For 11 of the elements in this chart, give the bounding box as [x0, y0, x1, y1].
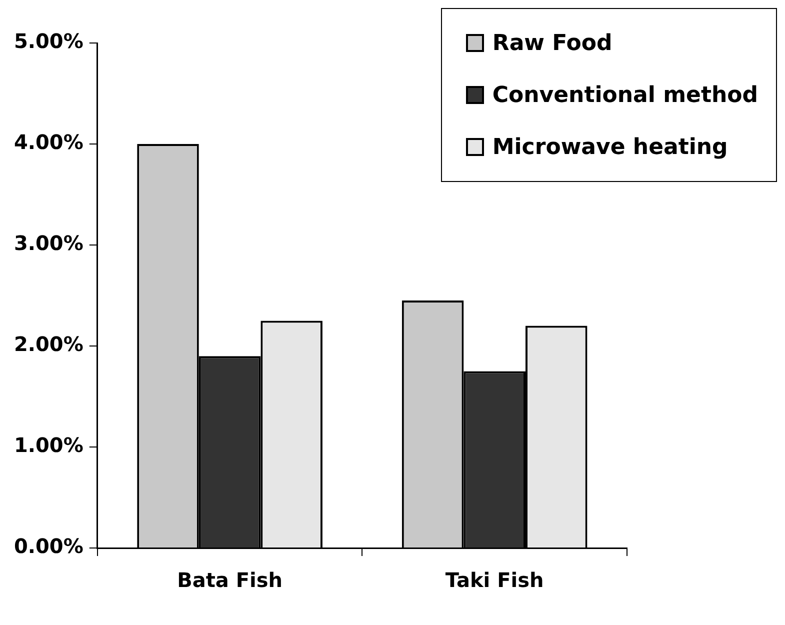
legend-label: Microwave heating — [492, 134, 728, 160]
y-tick-label: 0.00% — [14, 534, 84, 558]
y-tick-label: 4.00% — [14, 130, 84, 154]
legend-label: Conventional method — [492, 82, 758, 108]
y-tick-label: 1.00% — [14, 433, 84, 458]
x-tick-label: Bata Fish — [177, 568, 282, 592]
y-tick-label: 3.00% — [14, 231, 84, 256]
x-tick-label: Taki Fish — [445, 568, 544, 592]
legend-label: Raw Food — [492, 30, 612, 56]
y-tick-label: 2.00% — [14, 332, 84, 356]
y-tick-label: 5.00% — [14, 29, 84, 54]
